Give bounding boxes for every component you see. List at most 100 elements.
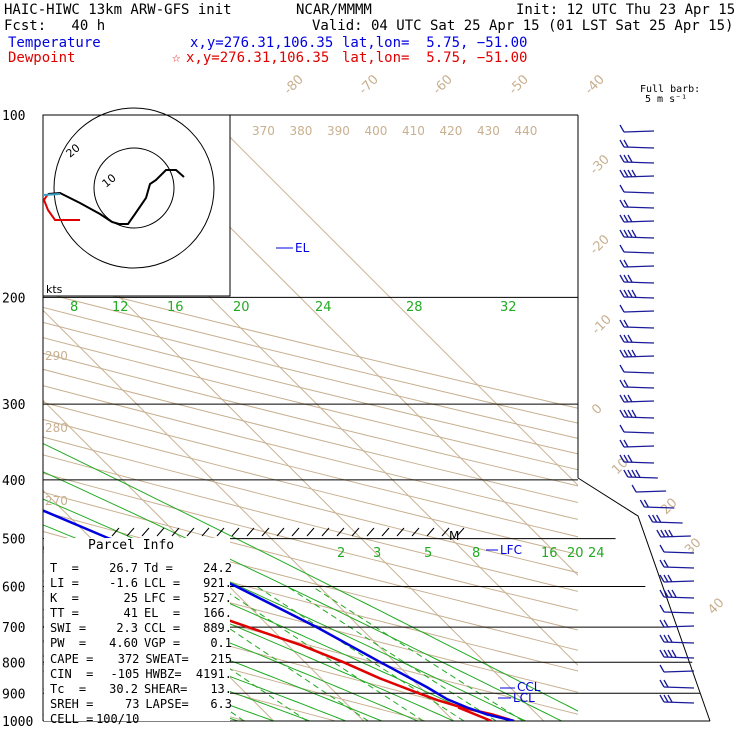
theta-label: 390 xyxy=(327,124,350,138)
parcel-info-cell: LFC = xyxy=(144,591,181,606)
wind-barb xyxy=(619,124,655,133)
wind-barb-flag xyxy=(623,394,629,403)
wind-barb xyxy=(656,529,691,538)
wind-barb-flag xyxy=(619,124,625,133)
wind-barb-flag xyxy=(623,169,629,178)
wind-barb-flag xyxy=(619,319,625,328)
wind-barb-flag xyxy=(623,409,629,418)
parcel-info-cell: 6.3 xyxy=(210,696,233,711)
wind-barb-flag xyxy=(631,349,637,358)
wind-barb xyxy=(619,409,655,419)
wind-barb-flag xyxy=(659,634,665,643)
hatch-tick xyxy=(291,527,300,537)
wind-barb-flag xyxy=(619,259,625,268)
wind-barb-shaft xyxy=(623,175,655,178)
wind-barb-flag xyxy=(623,139,629,148)
wind-barb-flag xyxy=(619,439,625,448)
wind-barb xyxy=(659,589,695,599)
moist-adiabat-label: 32 xyxy=(500,300,517,315)
parcel-info-cell: LI = xyxy=(50,576,79,591)
parcel-info-cell: -1.6 xyxy=(109,576,138,591)
wind-barb xyxy=(659,649,695,659)
temperature-label: Temperature xyxy=(8,35,101,51)
wind-barb-shaft xyxy=(636,490,667,493)
wind-barb xyxy=(619,259,655,268)
wind-barb-shaft xyxy=(663,580,695,583)
parcel-info-cell: 2.3 xyxy=(116,621,138,636)
parcel-info-row: SREH = 73 LAPSE= 6.3 xyxy=(50,697,232,712)
wind-barb-shaft xyxy=(663,670,695,673)
wind-barb-flag xyxy=(623,469,629,478)
wind-barb-flag xyxy=(663,559,669,568)
parcel-info-cell: 527. xyxy=(203,591,232,606)
wind-barb-flag xyxy=(664,529,670,538)
mixing-ratio-label: 8 xyxy=(472,546,480,561)
moist-adiabat-label: 16 xyxy=(167,300,184,315)
isotherm-label: -70 xyxy=(356,72,382,98)
dry-adiabat xyxy=(43,306,578,439)
wind-barb-flag xyxy=(627,289,633,298)
wind-barb-shaft xyxy=(623,310,655,313)
init-time: Init: 12 UTC Thu 23 Apr 15 xyxy=(516,2,736,18)
wind-barb xyxy=(619,139,655,149)
hatch-tick xyxy=(126,527,135,537)
wind-barb-shaft xyxy=(623,191,655,194)
moist-adiabat xyxy=(43,608,346,721)
wind-barb-shaft xyxy=(663,701,695,704)
pressure-tick-label: 700 xyxy=(2,621,25,636)
wind-barb-shaft xyxy=(623,220,655,223)
hatch-tick xyxy=(321,527,330,537)
temperature-curve xyxy=(43,546,515,721)
model-title: HAIC-HIWC 13km ARW-GFS init xyxy=(4,2,232,18)
pressure-tick-label: 800 xyxy=(2,656,25,671)
hatch-tick xyxy=(396,527,405,537)
wind-barb xyxy=(619,184,655,194)
parcel-info-cell: -105 xyxy=(110,666,140,681)
wind-barb-shaft xyxy=(623,371,655,374)
wind-barb xyxy=(659,559,695,569)
wind-barb-shaft xyxy=(623,326,655,329)
wind-barb-flag xyxy=(659,664,665,673)
parcel-info-row: T = 26.7 Td = 24.2 xyxy=(50,561,232,576)
wind-barb-shaft xyxy=(663,611,695,614)
wind-barb-flag xyxy=(627,349,633,358)
temperature-latlon: lat,lon= 5.75, −51.00 xyxy=(342,35,528,51)
dry-adiabat xyxy=(43,436,578,574)
wind-barb-flag xyxy=(623,214,629,223)
valid-time: Valid: 04 UTC Sat 25 Apr 15 (01 LST Sat … xyxy=(312,18,734,34)
hodograph-unit: kts xyxy=(46,283,63,296)
wind-barb xyxy=(619,274,655,284)
wind-barb xyxy=(659,619,695,628)
parcel-info-cell: 26.7 xyxy=(109,561,138,575)
annotation-lfc: LFC xyxy=(500,543,522,557)
wind-barb xyxy=(619,289,655,299)
parcel-info-cell: 100/10 xyxy=(96,711,140,726)
parcel-info-cell: 73 xyxy=(124,696,140,711)
annotation-m: M xyxy=(449,529,459,543)
hodograph-trace xyxy=(47,169,185,225)
wind-barb-flag xyxy=(656,514,662,523)
wind-barb-flag xyxy=(619,364,625,373)
wind-barb xyxy=(631,484,667,493)
wind-barb-shaft xyxy=(623,130,655,133)
wind-barb-flag xyxy=(656,529,662,538)
parcel-info-row: TT = 41 EL = 166. xyxy=(50,606,232,621)
wind-barb-shaft xyxy=(652,521,683,524)
parcel-info-cell: 41 xyxy=(123,606,138,621)
wind-barb-flag xyxy=(623,349,629,358)
wind-barb-flag xyxy=(619,349,625,358)
wind-barb-flag xyxy=(623,439,629,448)
dewpoint-latlon: lat,lon= 5.75, −51.00 xyxy=(342,50,528,66)
wind-barb xyxy=(619,394,655,403)
hodograph-trace-sfc xyxy=(42,193,61,196)
theta-label: 380 xyxy=(290,124,313,138)
dewpoint-label: Dewpoint xyxy=(8,50,76,66)
wind-barb-shaft xyxy=(623,236,655,239)
parcel-info-cell: 215 xyxy=(210,651,233,666)
wind-barb-flag xyxy=(667,589,673,598)
theta-label: 430 xyxy=(477,124,500,138)
parcel-info-cell: 25 xyxy=(123,591,138,606)
isotherm-label: -80 xyxy=(281,72,307,98)
mixing-ratio-line xyxy=(287,586,497,721)
hatch-tick xyxy=(351,527,360,537)
